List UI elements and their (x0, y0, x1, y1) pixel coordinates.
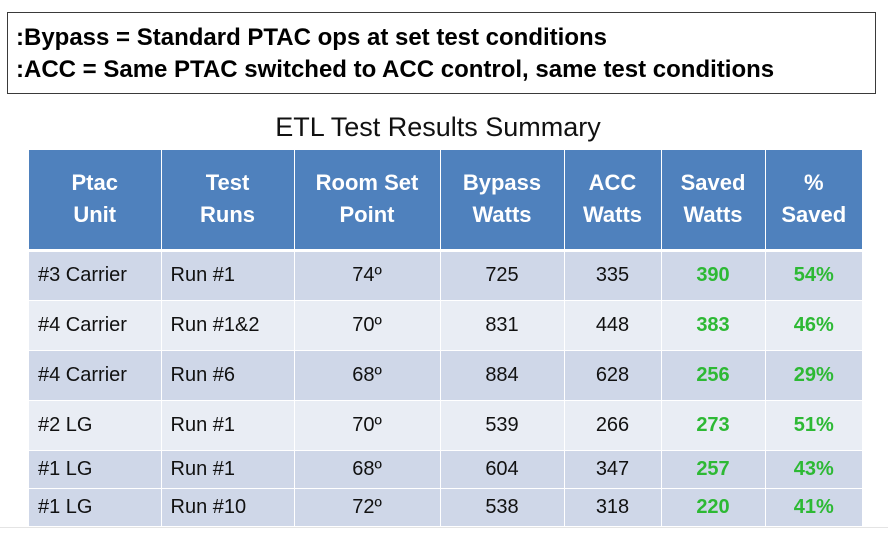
header-row: Ptac Unit Test Runs Room Set Point Bypass Wa… (29, 150, 862, 252)
cell-setpoint: 72º (293, 488, 440, 527)
cell-bypass: 884 (439, 350, 564, 401)
cell-acc: 318 (563, 488, 661, 527)
bottom-divider (0, 527, 888, 528)
table-row: #3 Carrier Run #1 74º 725 335 390 54% (29, 250, 862, 301)
cell-runs: Run #1&2 (160, 300, 294, 351)
cell-acc: 266 (563, 400, 661, 451)
legend-acc: :ACC = Same PTAC switched to ACC control… (16, 56, 775, 83)
legend-box: :Bypass = Standard PTAC ops at set test … (7, 12, 876, 94)
cell-unit: #1 LG (29, 488, 161, 527)
cell-saved: 256 (660, 350, 765, 401)
header-pct-saved: % Saved (764, 150, 862, 252)
header-test-runs: Test Runs (160, 150, 294, 252)
cell-unit: #4 Carrier (29, 300, 161, 351)
cell-saved: 273 (660, 400, 765, 451)
cell-saved: 383 (660, 300, 765, 351)
header-acc-watts: ACC Watts (563, 150, 661, 252)
results-table: Ptac Unit Test Runs Room Set Point Bypass Wa… (29, 150, 862, 527)
cell-pct: 51% (764, 400, 862, 451)
cell-runs: Run #6 (160, 350, 294, 401)
table-row: #1 LG Run #10 72º 538 318 220 41% (29, 488, 862, 527)
summary-title: ETL Test Results Summary (275, 112, 601, 142)
cell-saved: 390 (660, 250, 765, 301)
cell-setpoint: 70º (293, 300, 440, 351)
cell-pct: 29% (764, 350, 862, 401)
cell-acc: 448 (563, 300, 661, 351)
header-room-set-point: Room Set Point (293, 150, 440, 252)
cell-pct: 43% (764, 450, 862, 489)
cell-acc: 628 (563, 350, 661, 401)
cell-bypass: 604 (439, 450, 564, 489)
cell-bypass: 831 (439, 300, 564, 351)
cell-setpoint: 70º (293, 400, 440, 451)
cell-bypass: 725 (439, 250, 564, 301)
cell-acc: 347 (563, 450, 661, 489)
header-ptac-unit: Ptac Unit (29, 150, 161, 252)
cell-setpoint: 68º (293, 450, 440, 489)
table-row: #1 LG Run #1 68º 604 347 257 43% (29, 450, 862, 489)
cell-runs: Run #1 (160, 400, 294, 451)
cell-saved: 257 (660, 450, 765, 489)
cell-pct: 46% (764, 300, 862, 351)
table-row: #4 Carrier Run #6 68º 884 628 256 29% (29, 350, 862, 401)
cell-unit: #3 Carrier (29, 250, 161, 301)
cell-runs: Run #1 (160, 250, 294, 301)
cell-unit: #2 LG (29, 400, 161, 451)
table-row: #4 Carrier Run #1&2 70º 831 448 383 46% (29, 300, 862, 351)
cell-unit: #4 Carrier (29, 350, 161, 401)
cell-runs: Run #10 (160, 488, 294, 527)
header-saved-watts: Saved Watts (660, 150, 765, 252)
cell-bypass: 539 (439, 400, 564, 451)
legend-bypass: :Bypass = Standard PTAC ops at set test … (16, 24, 607, 51)
cell-runs: Run #1 (160, 450, 294, 489)
cell-unit: #1 LG (29, 450, 161, 489)
cell-pct: 54% (764, 250, 862, 301)
cell-saved: 220 (660, 488, 765, 527)
header-bypass-watts: Bypass Watts (439, 150, 564, 252)
cell-pct: 41% (764, 488, 862, 527)
cell-setpoint: 74º (293, 250, 440, 301)
cell-setpoint: 68º (293, 350, 440, 401)
cell-acc: 335 (563, 250, 661, 301)
table-row: #2 LG Run #1 70º 539 266 273 51% (29, 400, 862, 451)
cell-bypass: 538 (439, 488, 564, 527)
